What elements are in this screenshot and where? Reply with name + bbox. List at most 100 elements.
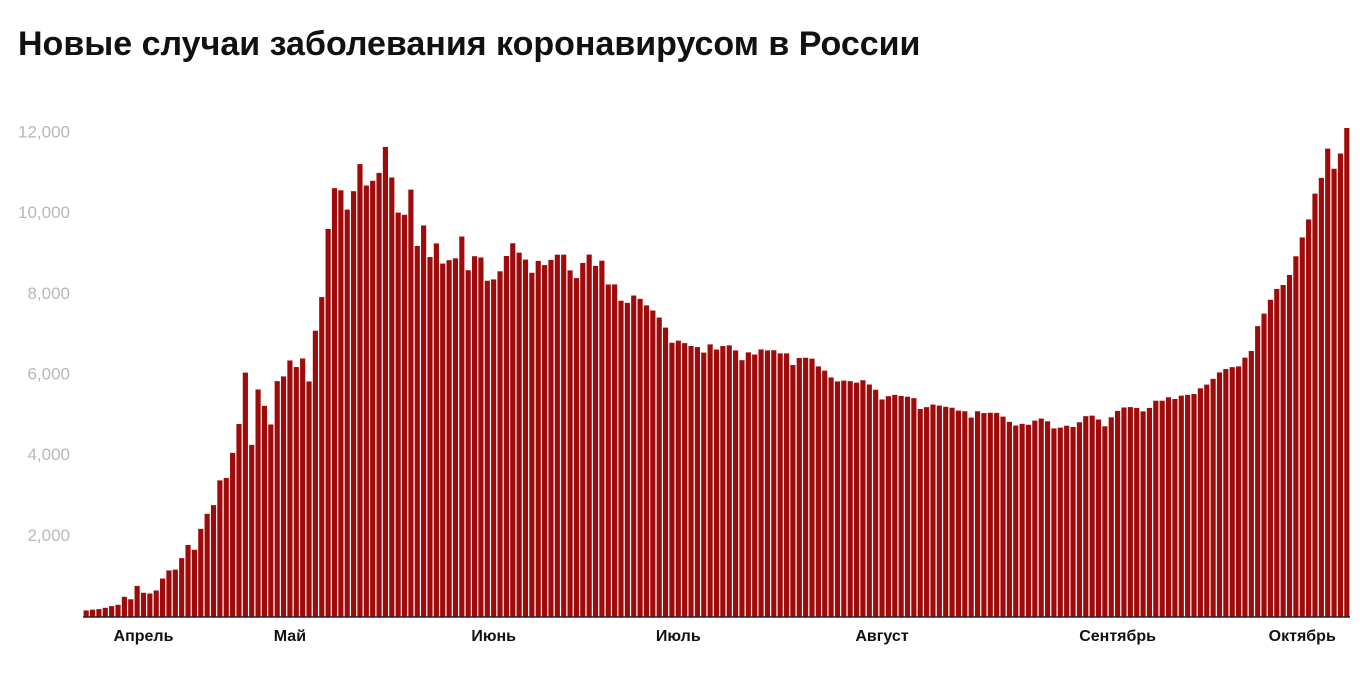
bar	[484, 280, 490, 617]
bar	[516, 252, 522, 618]
bar	[847, 381, 853, 617]
bar	[1153, 400, 1159, 617]
bar	[1235, 366, 1242, 617]
bar	[1108, 417, 1114, 617]
bar	[879, 399, 885, 617]
bar	[376, 172, 382, 617]
bar	[974, 411, 981, 617]
bar	[433, 243, 439, 618]
bar	[249, 444, 255, 617]
bar	[89, 609, 96, 617]
y-tick-label: 2,000	[27, 526, 70, 545]
bar	[1337, 153, 1344, 617]
bar	[548, 259, 554, 617]
y-tick-label: 6,000	[27, 365, 70, 384]
bar	[1102, 426, 1108, 617]
bar	[312, 330, 318, 617]
bar	[287, 360, 293, 617]
bar	[427, 257, 433, 617]
bar	[669, 342, 675, 617]
bar	[605, 284, 611, 617]
bar	[446, 260, 452, 617]
bar	[1293, 256, 1299, 617]
bar	[624, 302, 630, 617]
x-tick-label: Апрель	[114, 628, 174, 645]
bar	[293, 367, 299, 617]
bar	[230, 452, 236, 617]
bar	[300, 358, 306, 617]
bar	[1044, 421, 1051, 617]
bar	[1306, 219, 1312, 618]
bar	[140, 592, 147, 617]
bar	[968, 417, 974, 617]
bar	[726, 345, 732, 617]
bar	[401, 214, 408, 617]
bar	[223, 477, 229, 617]
bar	[357, 164, 363, 617]
bar	[153, 590, 159, 617]
bar	[1216, 372, 1223, 617]
bar	[777, 353, 783, 617]
bar	[478, 257, 484, 617]
bar	[1115, 410, 1121, 617]
bar	[134, 585, 140, 617]
bar	[121, 596, 127, 617]
bar	[1038, 418, 1044, 617]
bar	[414, 245, 420, 617]
bar	[1185, 394, 1191, 617]
bar	[102, 607, 108, 617]
bar	[1223, 369, 1229, 617]
bar	[280, 376, 287, 617]
bar	[1134, 407, 1140, 617]
bar	[147, 593, 153, 617]
bar	[382, 146, 389, 617]
bar	[1127, 407, 1133, 617]
bar	[191, 549, 198, 617]
x-tick-label: Август	[855, 628, 908, 645]
bar	[440, 263, 446, 617]
bar	[783, 353, 790, 617]
bar	[452, 258, 459, 617]
bar	[1344, 127, 1350, 618]
y-tick-label: 12,000	[18, 123, 70, 142]
bar	[529, 272, 535, 617]
bar	[1178, 395, 1184, 617]
bar	[1013, 425, 1019, 617]
bar	[873, 389, 879, 617]
bar	[720, 346, 726, 617]
bar	[338, 190, 344, 617]
bar	[255, 389, 261, 617]
bar	[930, 404, 936, 617]
bar	[662, 327, 669, 617]
bar	[1325, 148, 1331, 617]
x-tick-label: Июнь	[471, 628, 516, 645]
y-tick-label: 4,000	[27, 445, 70, 464]
bar	[580, 262, 586, 617]
chart-title: Новые случаи заболевания коронавирусом в…	[18, 25, 920, 63]
bar	[1229, 367, 1235, 617]
bar	[962, 411, 968, 617]
bar	[1210, 378, 1216, 617]
bar	[955, 410, 962, 617]
bar	[1083, 416, 1089, 617]
bar	[497, 271, 503, 617]
bar	[586, 254, 592, 618]
bar	[204, 513, 210, 617]
bar	[274, 381, 280, 617]
bar	[866, 384, 872, 617]
bar	[1146, 407, 1153, 617]
x-tick-label: Июль	[656, 628, 701, 645]
bar	[694, 347, 700, 617]
bar	[1312, 193, 1318, 617]
bar	[1000, 416, 1006, 617]
bar	[408, 189, 414, 618]
bar	[1121, 407, 1127, 617]
bar	[796, 358, 802, 617]
bar	[904, 396, 911, 617]
bar	[713, 349, 720, 617]
bar	[217, 480, 223, 617]
x-tick-label: Сентябрь	[1079, 628, 1156, 645]
bar	[1267, 299, 1273, 617]
bar	[389, 177, 395, 617]
bar	[1089, 415, 1095, 617]
